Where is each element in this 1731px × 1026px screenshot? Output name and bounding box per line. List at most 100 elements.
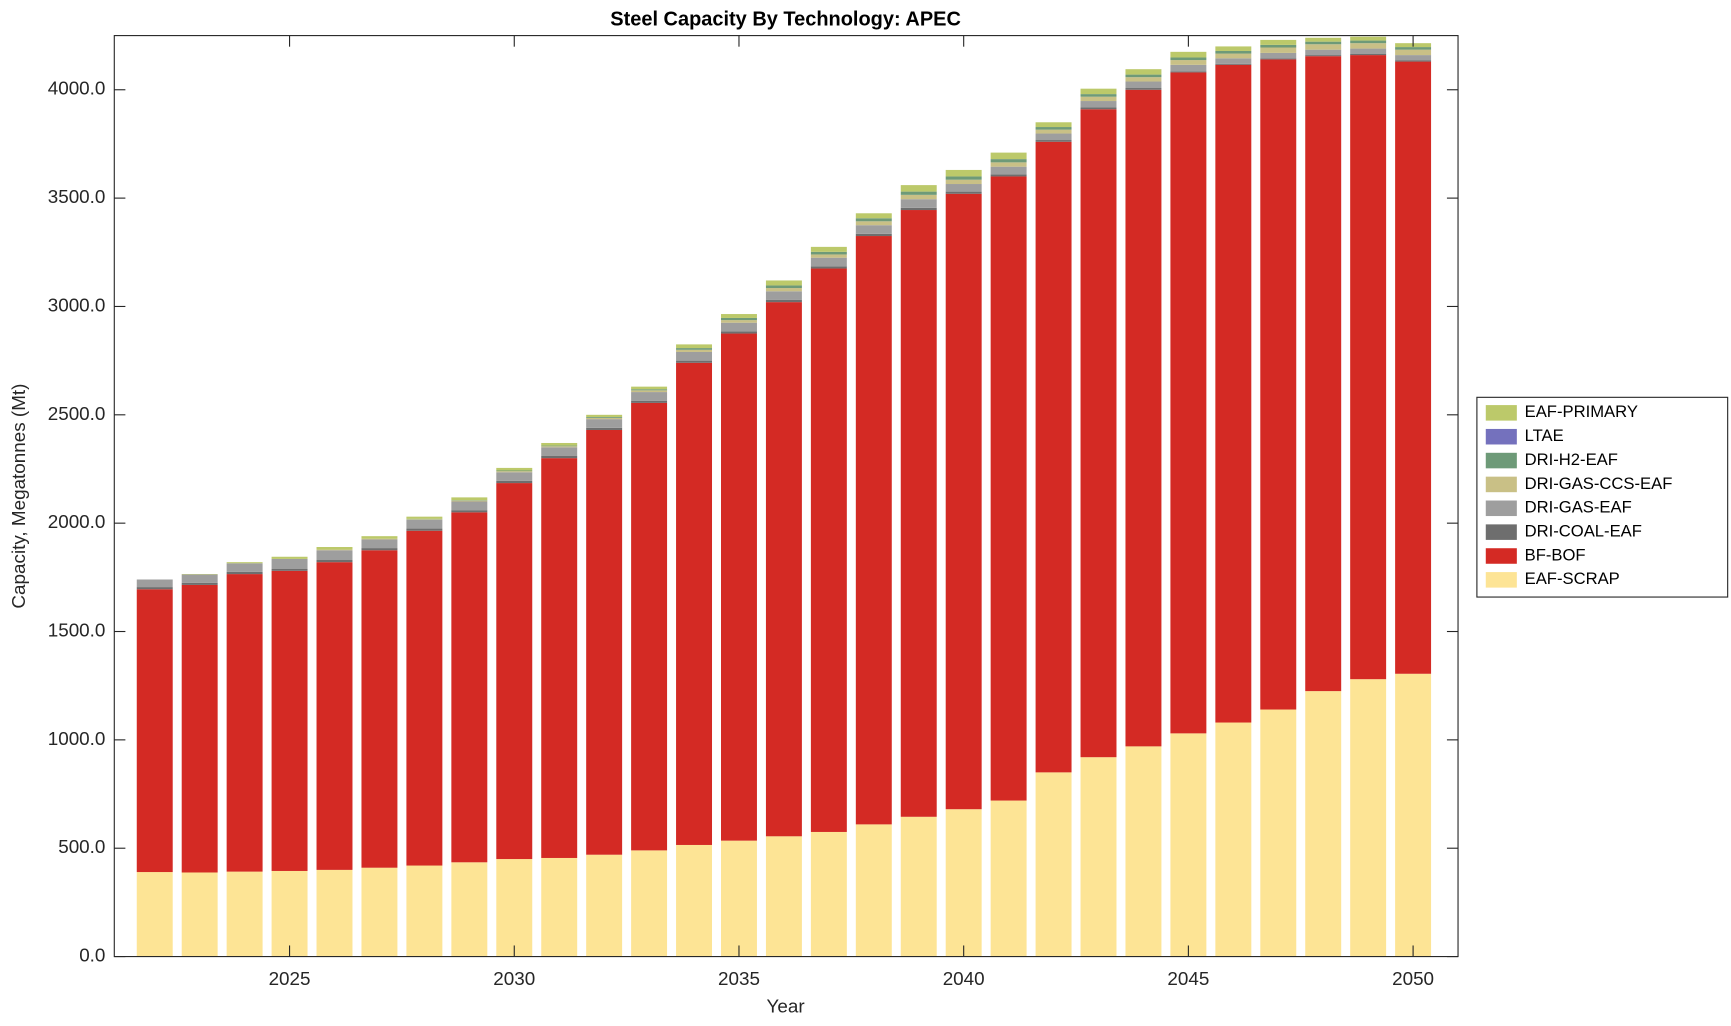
bar-segment [227, 563, 263, 572]
bar-segment [811, 254, 847, 257]
bar-segment [1036, 134, 1072, 141]
bar-segment [631, 403, 667, 850]
bar-segment [1350, 41, 1386, 44]
bar-segment [272, 571, 308, 871]
bar-segment [1215, 65, 1251, 723]
bar-segment [182, 575, 218, 583]
bar-segment [1125, 88, 1161, 90]
bar-segment [496, 471, 532, 472]
bar-segment [1260, 59, 1296, 709]
bar-segment [766, 300, 802, 302]
bar-segment [1036, 142, 1072, 773]
y-axis-label: Capacity, Megatonnes (Mt) [8, 384, 29, 609]
legend-swatch [1486, 477, 1517, 493]
x-tick-label: 2025 [269, 968, 311, 989]
bar-segment [496, 859, 532, 957]
bar-segment [1350, 55, 1386, 679]
bar-segment [1170, 52, 1206, 58]
bar-segment [272, 559, 308, 569]
bar-segment [1215, 54, 1251, 59]
y-tick-label: 1500.0 [48, 619, 106, 640]
legend-label: BF-BOF [1525, 545, 1586, 564]
bar-segment [856, 218, 892, 221]
bar-segment [631, 387, 667, 390]
bar-segment [631, 850, 667, 956]
bar-segment [721, 331, 757, 333]
legend-label: DRI-COAL-EAF [1525, 522, 1642, 541]
bar-segment [227, 574, 263, 872]
x-tick-label: 2035 [718, 968, 760, 989]
legend-swatch [1486, 405, 1517, 421]
bar-segment [1036, 772, 1072, 956]
bar-segment [1350, 49, 1386, 54]
bar-segment [811, 247, 847, 252]
bar-segment [631, 401, 667, 403]
y-tick-label: 3000.0 [48, 294, 106, 315]
bar-segment [766, 836, 802, 956]
bar-segment [991, 159, 1027, 162]
bar-segment [721, 314, 757, 318]
bar-segment [586, 415, 622, 417]
bar-segment [1395, 61, 1431, 62]
bar-segment [901, 199, 937, 208]
legend-swatch [1486, 524, 1517, 540]
bar-segment [406, 866, 442, 957]
legend-swatch [1486, 501, 1517, 517]
bar-segment [1395, 674, 1431, 957]
bar-segment [721, 320, 757, 323]
bar-segment [676, 350, 712, 352]
bar-segment [946, 176, 982, 179]
bar-segment [1081, 94, 1117, 97]
bar-segment [1350, 679, 1386, 956]
bar-segment [406, 517, 442, 519]
legend-swatch [1486, 572, 1517, 588]
bar-segment [541, 446, 577, 447]
bar-segment [856, 824, 892, 956]
x-tick-label: 2050 [1392, 968, 1434, 989]
legend-swatch [1486, 548, 1517, 564]
bar-segment [541, 447, 577, 456]
bar-segment [406, 520, 442, 529]
bar-segment [406, 529, 442, 531]
bar-segment [1081, 89, 1117, 94]
bar-segment [586, 417, 622, 418]
bar-segment [1125, 746, 1161, 956]
bar-segment [991, 174, 1027, 176]
bar-segment [1170, 71, 1206, 72]
bar-segment [451, 501, 487, 502]
bar-segment [946, 184, 982, 192]
bar-segment [1125, 82, 1161, 89]
bar-segment [1305, 38, 1341, 42]
bar-segment [1395, 50, 1431, 55]
bar-segment [1305, 55, 1341, 56]
bar-segment [946, 170, 982, 177]
bar-segment [1170, 57, 1206, 60]
bar-segment [227, 872, 263, 957]
bar-segment [811, 269, 847, 832]
bar-segment [1081, 101, 1117, 108]
bar-segment [451, 497, 487, 500]
bar-segment [137, 589, 173, 872]
bar-segment [856, 234, 892, 236]
bar-segment [1081, 757, 1117, 956]
bar-segment [946, 194, 982, 809]
bar-segment [721, 841, 757, 957]
bar-segment [721, 318, 757, 320]
bar-segment [946, 180, 982, 184]
x-axis-label: Year [767, 996, 805, 1017]
bar-segment [182, 585, 218, 873]
bar-segment [676, 344, 712, 348]
legend-label: DRI-H2-EAF [1525, 450, 1618, 469]
bar-segment [991, 162, 1027, 166]
bar-segment [1305, 42, 1341, 45]
x-tick-label: 2030 [493, 968, 535, 989]
bar-segment [451, 512, 487, 862]
bar-segment [676, 352, 712, 361]
bar-segment [496, 483, 532, 859]
bar-segment [1215, 64, 1251, 65]
bar-segment [901, 210, 937, 817]
legend-label: EAF-PRIMARY [1525, 402, 1638, 421]
bar-segment [1260, 58, 1296, 59]
bar-segment [1125, 75, 1161, 78]
